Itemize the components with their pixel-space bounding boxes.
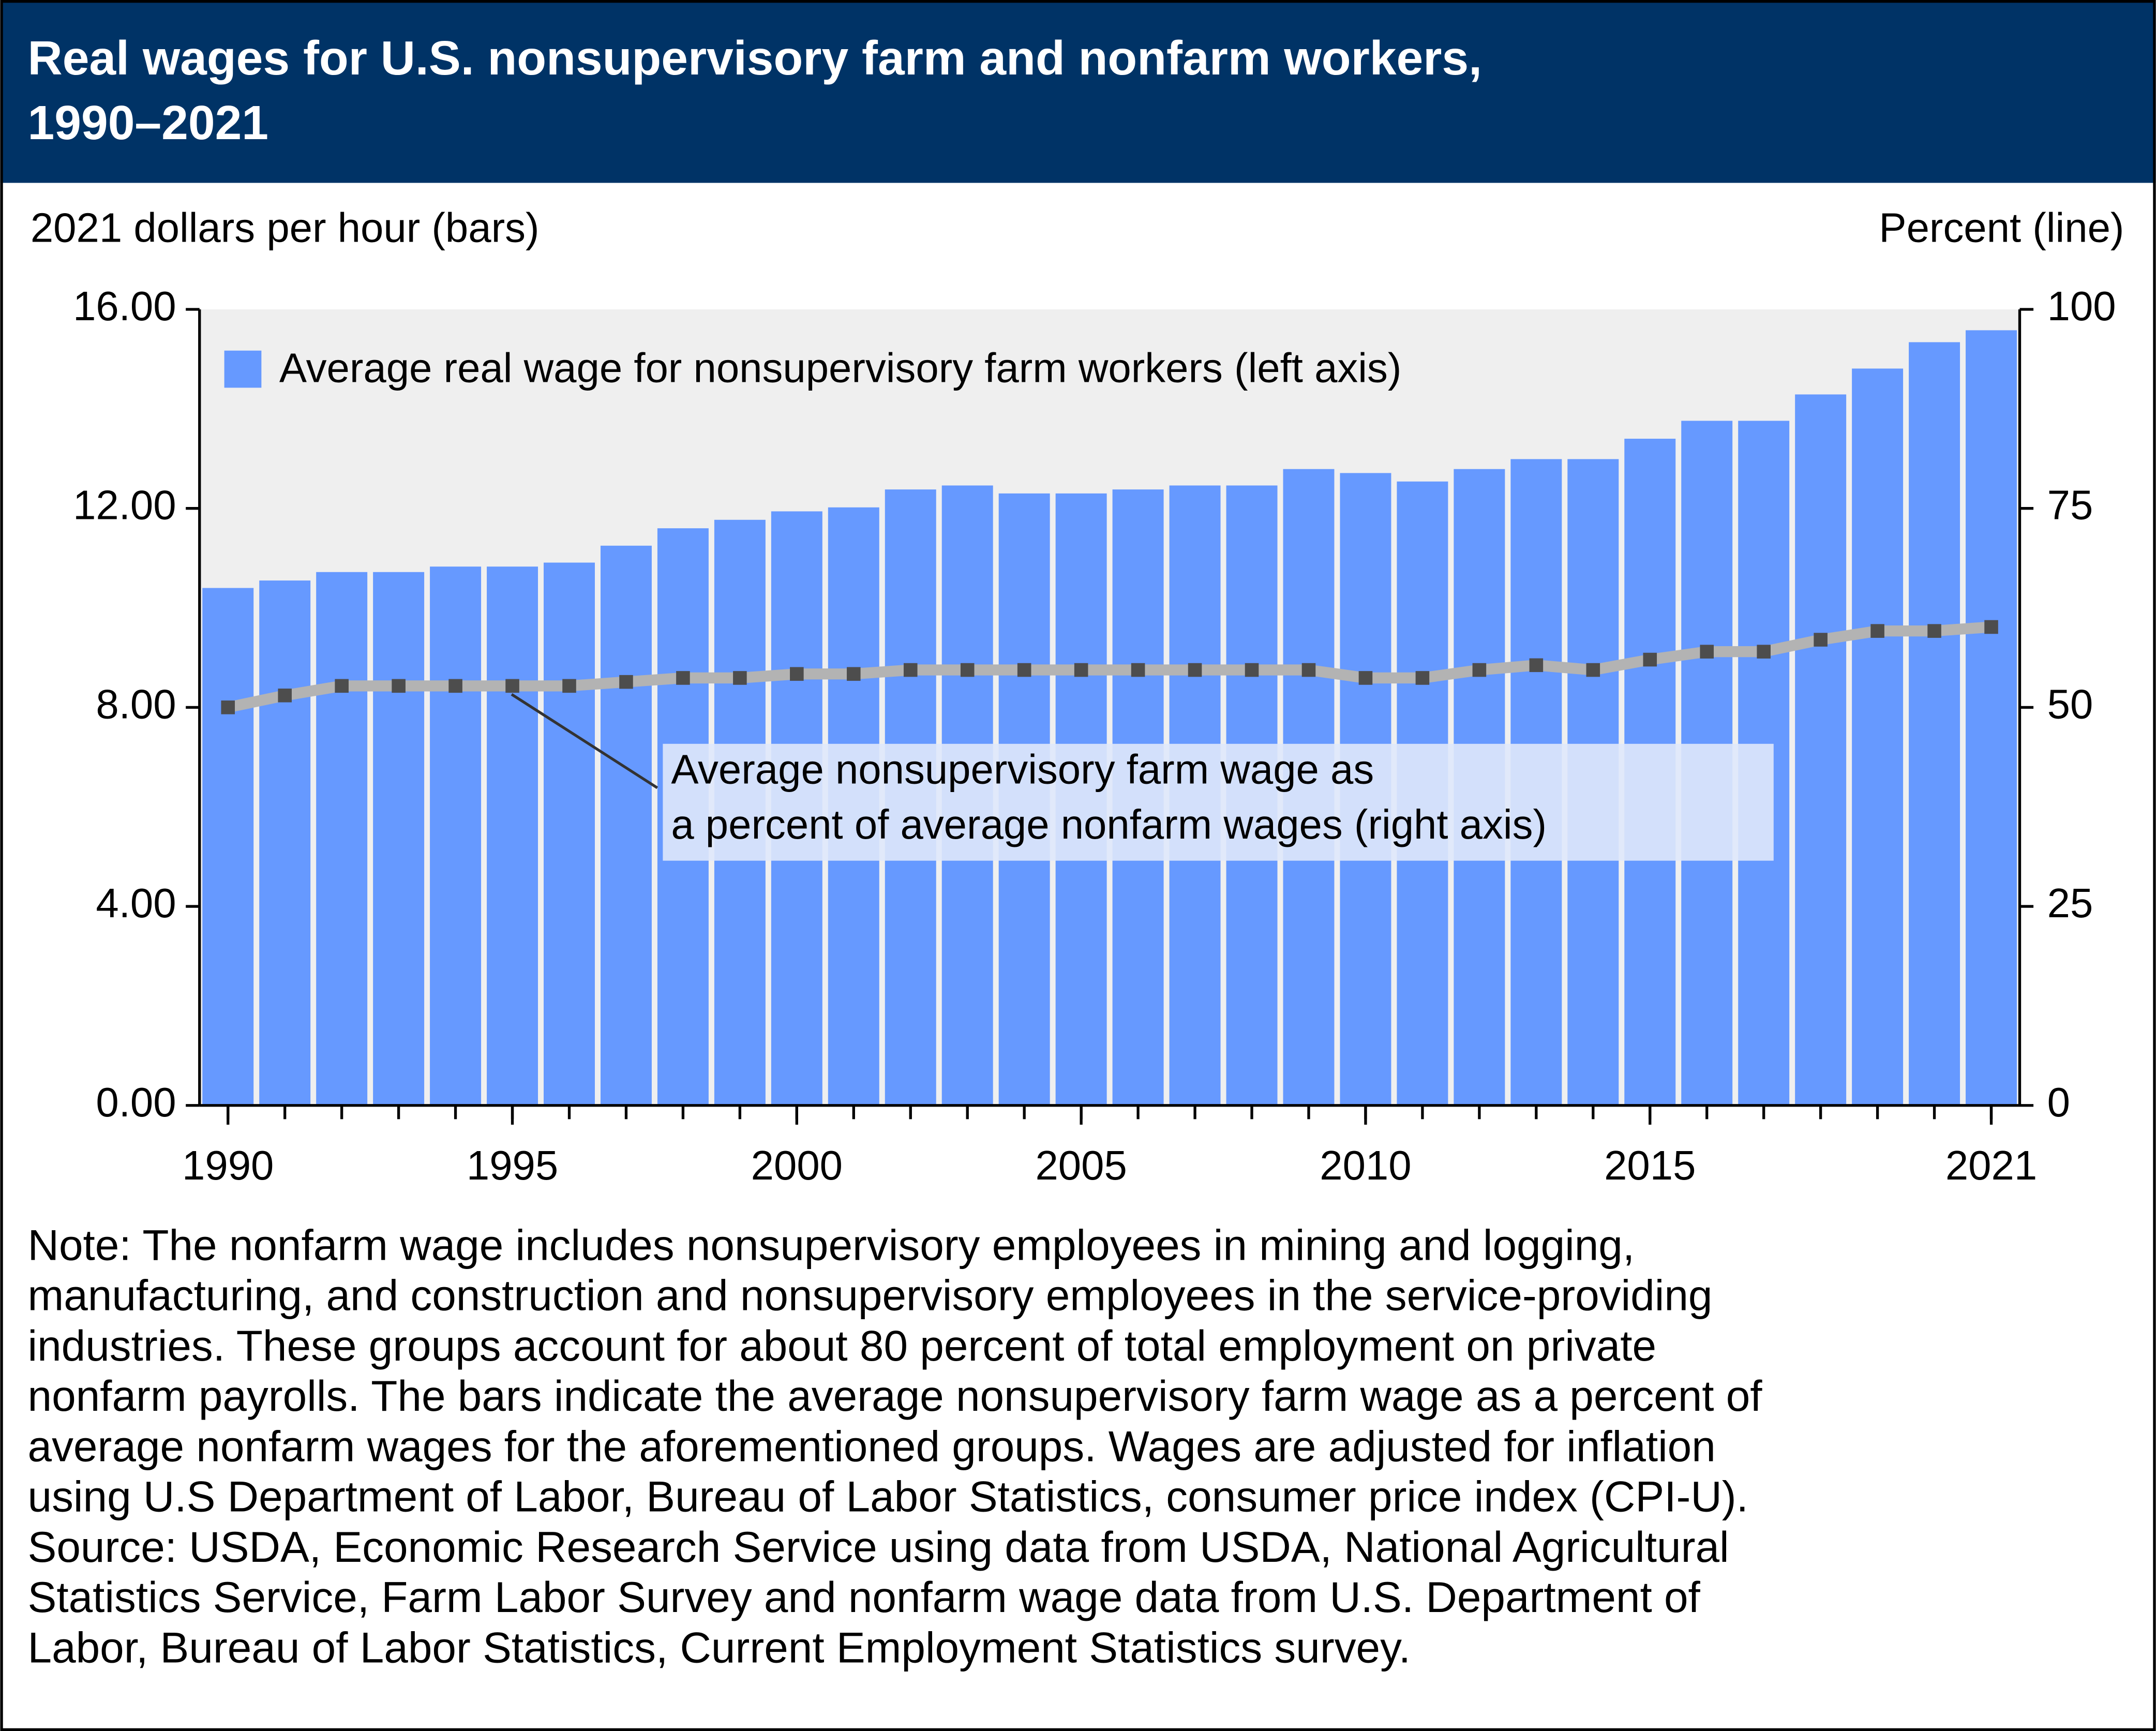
y2-tick-label: 75 <box>2047 482 2093 528</box>
note-line: Statistics Service, Farm Labor Survey an… <box>28 1573 1701 1621</box>
y2-axis-label: Percent (line) <box>1879 205 2124 251</box>
note-line: Note: The nonfarm wage includes nonsuper… <box>28 1220 1635 1269</box>
chart-title: 1990–2021 <box>28 96 269 150</box>
legend-swatch <box>224 350 262 388</box>
line-marker <box>1472 663 1487 677</box>
y-tick-label: 4.00 <box>96 880 176 926</box>
line-marker <box>1700 645 1714 659</box>
bar <box>1966 330 2017 1106</box>
annotation-box <box>663 743 1774 861</box>
line-marker <box>1358 671 1373 685</box>
bar <box>373 572 425 1106</box>
y-tick-label: 12.00 <box>73 482 176 528</box>
line <box>227 621 1992 713</box>
line-marker <box>733 671 747 685</box>
x-tick-label: 2005 <box>1035 1142 1127 1188</box>
bar <box>259 580 311 1106</box>
line-marker <box>1017 663 1031 677</box>
bar <box>1909 342 1960 1106</box>
y2-tick-label: 25 <box>2047 880 2093 926</box>
leader-line <box>511 693 658 789</box>
line-marker <box>1415 671 1430 685</box>
line-marker <box>903 663 918 677</box>
line-marker <box>1131 663 1145 677</box>
x-tick-label: 2015 <box>1604 1142 1696 1188</box>
line-marker <box>448 679 462 693</box>
note: Note: The nonfarm wage includes nonsuper… <box>28 1220 1763 1672</box>
line-marker <box>1643 652 1657 667</box>
line-marker <box>1188 663 1202 677</box>
x-tick-label: 1990 <box>182 1142 274 1188</box>
note-line: industries. These groups account for abo… <box>28 1321 1656 1370</box>
line-marker <box>278 688 292 703</box>
bar <box>544 562 595 1106</box>
line-marker <box>1074 663 1088 677</box>
annotation: Average nonsupervisory farm wage as <box>671 747 1374 793</box>
line-marker <box>1814 633 1828 647</box>
bar <box>316 572 368 1106</box>
line-marker <box>676 671 690 685</box>
note-line: nonfarm payrolls. The bars indicate the … <box>28 1371 1763 1420</box>
bar <box>430 566 482 1106</box>
line-marker <box>790 667 804 681</box>
note-line: average nonfarm wages for the aforementi… <box>28 1422 1716 1470</box>
line-marker <box>847 667 861 681</box>
y2-tick-label: 50 <box>2047 681 2093 727</box>
x-tick-label: 2021 <box>1945 1142 2037 1188</box>
note-line: Source: USDA, Economic Research Service … <box>28 1523 1729 1571</box>
x-tick-label: 2000 <box>751 1142 843 1188</box>
line-marker <box>1757 645 1771 659</box>
y-tick-label: 8.00 <box>96 681 176 727</box>
x-tick-label: 2010 <box>1320 1142 1411 1188</box>
bar <box>487 566 538 1106</box>
line-marker <box>960 663 975 677</box>
y-tick-label: 16.00 <box>73 283 176 329</box>
line-marker <box>1927 624 1941 638</box>
line-marker <box>1984 620 1998 634</box>
y-tick-label: 0.00 <box>96 1079 176 1125</box>
line-marker <box>1870 624 1884 638</box>
x-tick-label: 1995 <box>467 1142 558 1188</box>
note-line: using U.S Department of Labor, Bureau of… <box>28 1472 1748 1521</box>
line-marker <box>1586 663 1600 677</box>
title-bar <box>0 0 2156 183</box>
axes: 0.00 4.00 8.00 12.00 16.00 0 25 50 75 100 1990 1995… <box>73 283 2116 1188</box>
y-axis-label: 2021 dollars per hour (bars) <box>31 205 540 251</box>
line-marker <box>562 679 576 693</box>
bar <box>202 588 254 1106</box>
annotation: a percent of average nonfarm wages (righ… <box>671 801 1547 847</box>
line-marker <box>619 675 633 689</box>
note-line: manufacturing, and construction and nons… <box>28 1271 1713 1320</box>
line-marker <box>335 679 349 693</box>
line-marker <box>1245 663 1259 677</box>
y2-tick-label: 100 <box>2047 283 2116 329</box>
chart-title: Real wages for U.S. nonsupervisory farm … <box>28 31 1482 85</box>
note-line: Labor, Bureau of Labor Statistics, Curre… <box>28 1623 1411 1672</box>
line-marker <box>1529 658 1544 673</box>
line-marker <box>392 679 406 693</box>
line-marker <box>505 679 519 693</box>
bar <box>1795 394 1847 1106</box>
legend-label: Average real wage for nonsupervisory far… <box>279 345 1402 391</box>
bar <box>600 545 652 1106</box>
y2-tick-label: 0 <box>2047 1079 2070 1125</box>
line-marker <box>221 700 235 714</box>
bar <box>1852 368 1904 1106</box>
line-marker <box>1301 663 1316 677</box>
